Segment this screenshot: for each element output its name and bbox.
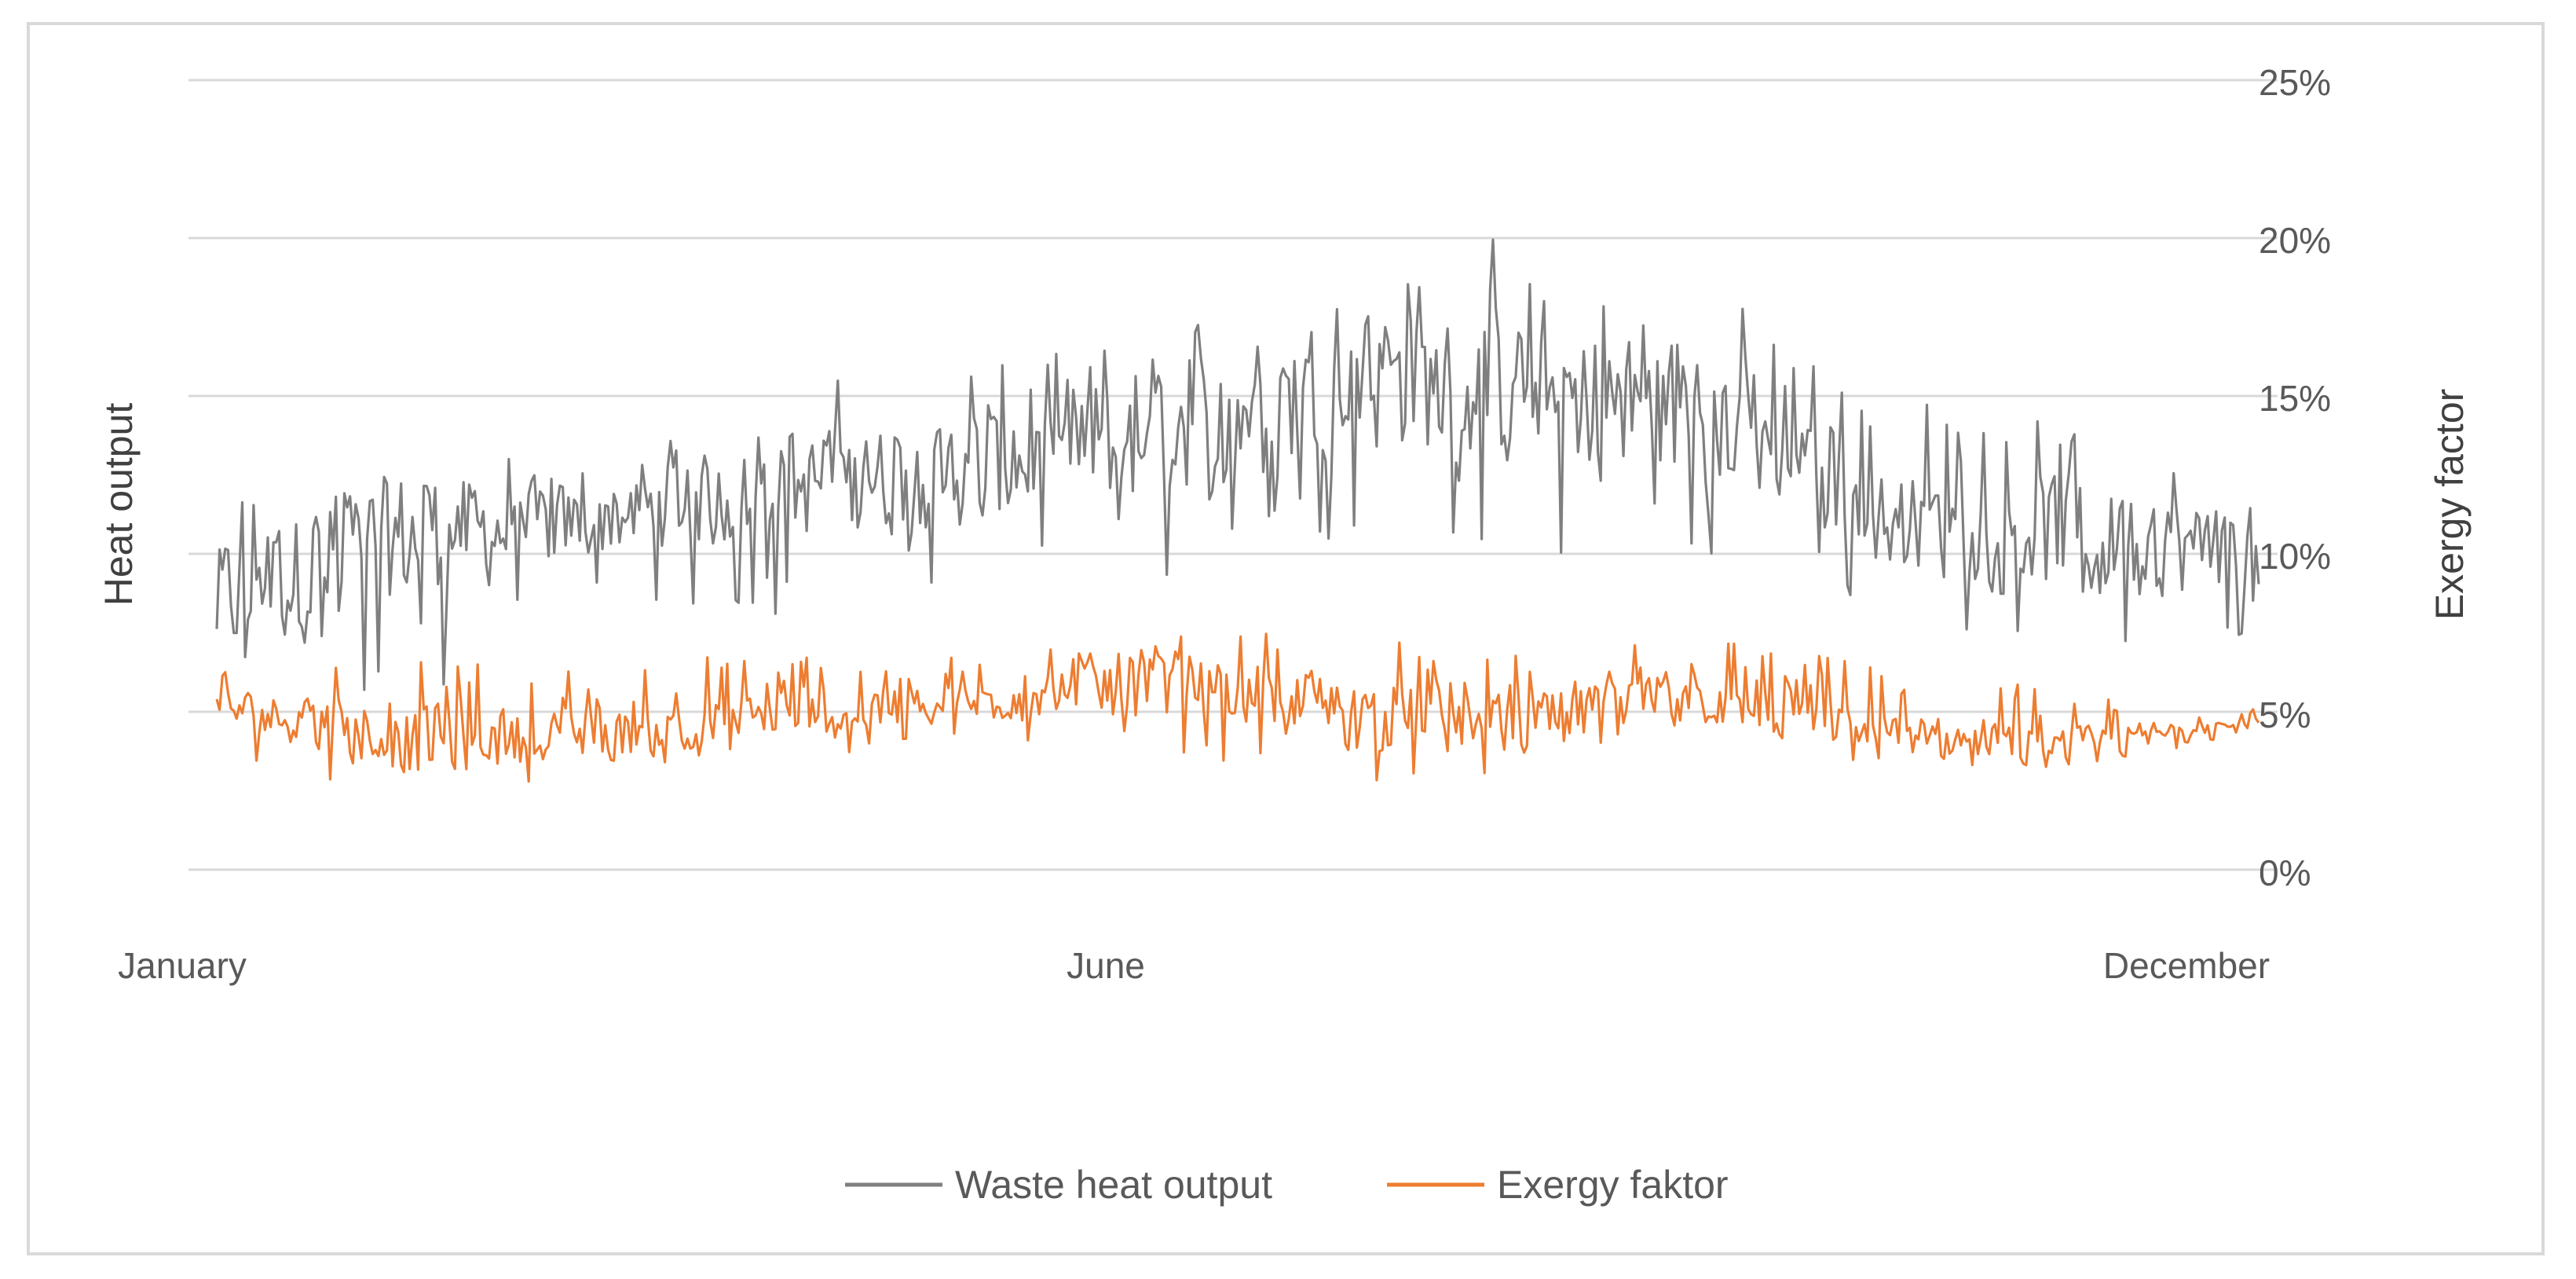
x-tick-label-june: June bbox=[1067, 945, 1145, 986]
x-tick-label-december: December bbox=[2103, 945, 2270, 986]
series-group bbox=[215, 238, 2260, 783]
y-tick-label: 15% bbox=[2259, 378, 2331, 419]
x-tick-labels: January June December bbox=[118, 945, 2270, 986]
y-tick-label: 5% bbox=[2259, 694, 2311, 735]
gridlines bbox=[188, 79, 2278, 871]
legend-label-exergy: Exergy faktor bbox=[1497, 1163, 1729, 1207]
y-right-tick-labels: 0% 5% 10% 15% 20% 25% bbox=[2259, 62, 2331, 893]
y-tick-label: 25% bbox=[2259, 62, 2331, 103]
legend-label-waste-heat: Waste heat output bbox=[955, 1163, 1272, 1207]
y-tick-label: 0% bbox=[2259, 852, 2311, 893]
chart-svg: 0% 5% 10% 15% 20% 25% January June Decem… bbox=[97, 62, 2472, 1207]
x-tick-label-january: January bbox=[118, 945, 247, 986]
series-line-waste-heat bbox=[215, 238, 2260, 691]
chart-frame: 0% 5% 10% 15% 20% 25% January June Decem… bbox=[27, 22, 2545, 1255]
y-axis-title-right: Exergy factor bbox=[2428, 389, 2472, 621]
series-line-exergy bbox=[215, 632, 2260, 783]
y-tick-label: 10% bbox=[2259, 536, 2331, 577]
legend: Waste heat output Exergy faktor bbox=[845, 1163, 1729, 1207]
y-tick-label: 20% bbox=[2259, 220, 2331, 261]
y-axis-title-left: Heat output bbox=[97, 403, 141, 607]
